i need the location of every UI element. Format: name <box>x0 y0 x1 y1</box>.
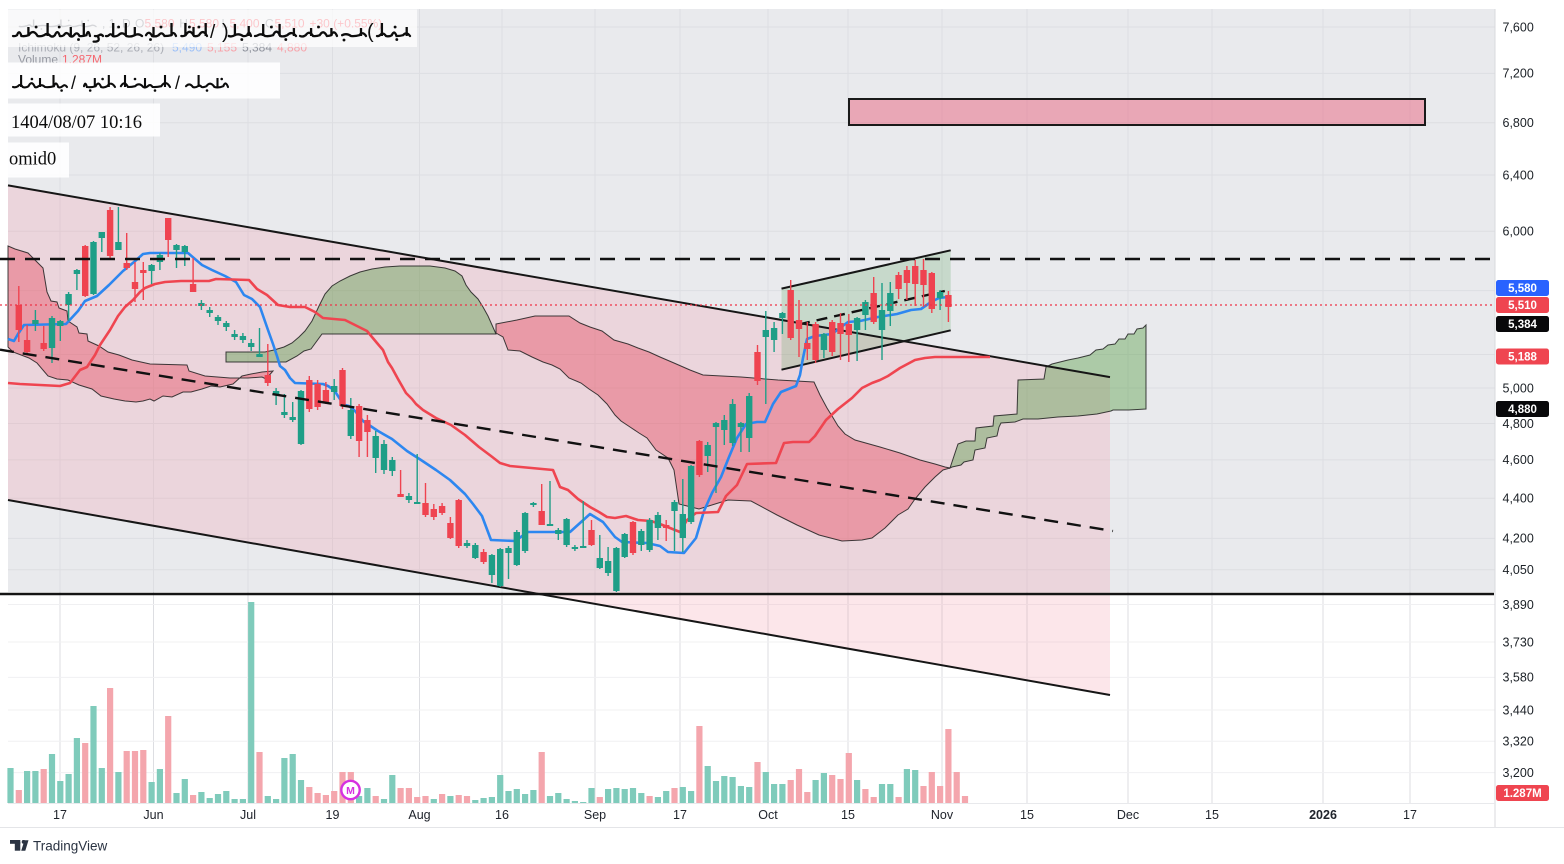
svg-text:7,600: 7,600 <box>1503 20 1534 34</box>
svg-text:15: 15 <box>1205 808 1219 822</box>
svg-text:3,320: 3,320 <box>1503 735 1534 749</box>
svg-text:Jun: Jun <box>143 808 163 822</box>
svg-text:5,580: 5,580 <box>1508 283 1537 295</box>
svg-text:/: / <box>175 73 180 93</box>
svg-text:Nov: Nov <box>931 808 954 822</box>
svg-text:6,000: 6,000 <box>1503 225 1534 239</box>
svg-text:17: 17 <box>673 808 687 822</box>
svg-text:Sep: Sep <box>584 808 606 822</box>
svg-text:M: M <box>346 785 355 797</box>
svg-text:5,188: 5,188 <box>1508 352 1537 364</box>
svg-text:): ) <box>222 21 229 43</box>
svg-text:4,400: 4,400 <box>1503 492 1534 506</box>
svg-text:3,730: 3,730 <box>1503 635 1534 649</box>
svg-text:4,050: 4,050 <box>1503 563 1534 577</box>
svg-text:Aug: Aug <box>408 808 430 822</box>
svg-text:/: / <box>71 73 76 93</box>
svg-text:5,000: 5,000 <box>1503 381 1534 395</box>
svg-text:Oct: Oct <box>758 808 778 822</box>
svg-text:(: ( <box>367 21 374 43</box>
svg-text:6,400: 6,400 <box>1503 168 1534 182</box>
svg-text:3,580: 3,580 <box>1503 671 1534 685</box>
svg-text:4,200: 4,200 <box>1503 532 1534 546</box>
svg-text:15: 15 <box>1020 808 1034 822</box>
svg-text:15: 15 <box>841 808 855 822</box>
svg-text:5,510: 5,510 <box>1508 300 1537 312</box>
svg-text:6,800: 6,800 <box>1503 116 1534 130</box>
svg-text:17: 17 <box>53 808 67 822</box>
svg-text:Dec: Dec <box>1117 808 1139 822</box>
svg-text:TradingView: TradingView <box>33 839 108 854</box>
svg-text:3,440: 3,440 <box>1503 703 1534 717</box>
svg-text:19: 19 <box>326 808 340 822</box>
svg-text:/: / <box>210 22 216 43</box>
svg-text:4,880: 4,880 <box>1508 404 1537 416</box>
svg-text:17: 17 <box>1403 808 1417 822</box>
svg-text:3,200: 3,200 <box>1503 766 1534 780</box>
svg-text:7,200: 7,200 <box>1503 67 1534 81</box>
svg-text:16: 16 <box>495 808 509 822</box>
svg-text:1404/08/07 10:16: 1404/08/07 10:16 <box>11 113 142 133</box>
svg-text:2026: 2026 <box>1309 808 1337 822</box>
svg-text:5,384: 5,384 <box>1508 319 1537 331</box>
svg-text:3,890: 3,890 <box>1503 598 1534 612</box>
svg-text:4,800: 4,800 <box>1503 417 1534 431</box>
svg-text:Jul: Jul <box>240 808 256 822</box>
svg-text:4,600: 4,600 <box>1503 453 1534 467</box>
svg-text:1.287M: 1.287M <box>1503 788 1541 800</box>
svg-text:omid0: omid0 <box>9 150 56 170</box>
